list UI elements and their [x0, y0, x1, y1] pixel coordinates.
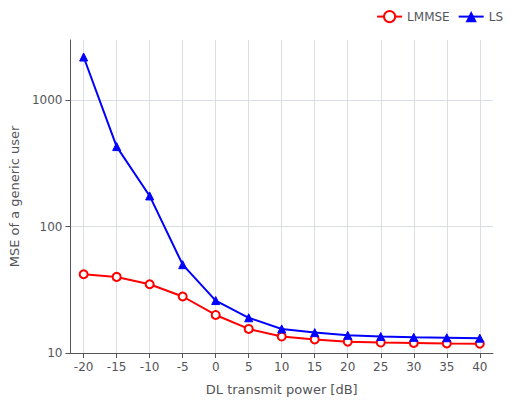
- svg-text:-15: -15: [107, 360, 127, 374]
- svg-text:5: 5: [245, 360, 253, 374]
- svg-text:30: 30: [406, 360, 421, 374]
- svg-text:MSE of a generic user: MSE of a generic user: [7, 125, 22, 267]
- svg-text:15: 15: [307, 360, 322, 374]
- svg-text:40: 40: [472, 360, 487, 374]
- svg-text:LS: LS: [489, 10, 503, 24]
- svg-text:-20: -20: [74, 360, 94, 374]
- svg-text:1000: 1000: [32, 93, 63, 107]
- svg-text:0: 0: [212, 360, 220, 374]
- svg-text:-5: -5: [177, 360, 189, 374]
- svg-text:10: 10: [47, 346, 62, 360]
- svg-text:100: 100: [40, 220, 63, 234]
- svg-text:DL transmit power [dB]: DL transmit power [dB]: [206, 382, 358, 397]
- svg-text:35: 35: [439, 360, 454, 374]
- svg-text:20: 20: [340, 360, 355, 374]
- svg-text:LMMSE: LMMSE: [407, 10, 450, 24]
- svg-text:25: 25: [373, 360, 388, 374]
- svg-text:-10: -10: [140, 360, 160, 374]
- svg-text:10: 10: [274, 360, 289, 374]
